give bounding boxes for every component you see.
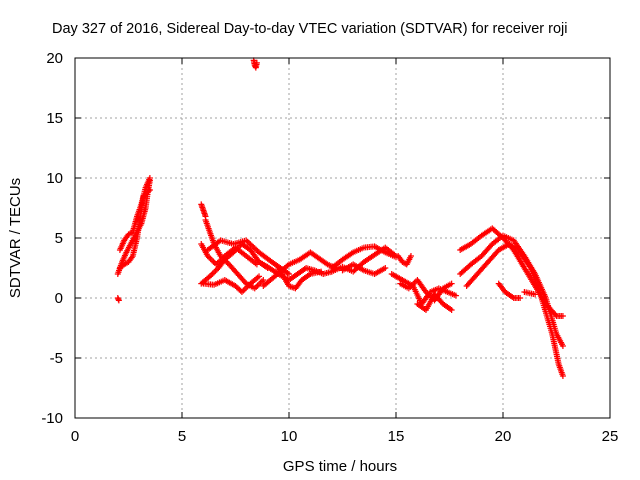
data-point [448,307,455,313]
data-point [253,59,260,66]
data-point [240,287,247,294]
y-tick-label: -5 [50,350,63,367]
data-point [532,291,539,298]
data-point [559,313,566,319]
tick-labels: 0 5 10 15 20 25 -10 -5 0 5 10 15 20 [41,50,618,445]
data-point [212,267,219,274]
x-tick-label: 20 [495,428,512,445]
y-tick-label: 5 [55,230,63,247]
data-point [210,258,217,265]
y-tick-label: 20 [46,50,63,67]
x-tick-label: 0 [71,428,79,445]
data-point [146,175,153,181]
y-tick-label: -10 [41,410,63,427]
data-points [114,57,566,379]
data-point [208,257,215,264]
y-tick-label: 0 [55,290,63,307]
data-point [559,373,566,379]
data-point [517,295,524,301]
data-point [407,253,414,259]
data-point [253,284,260,290]
grid-lines [75,58,610,418]
data-point [115,297,122,304]
y-tick-label: 10 [46,170,63,187]
data-point [256,273,263,280]
x-tick-label: 10 [281,428,298,445]
data-point [145,188,152,195]
data-point [146,187,153,193]
data-point [318,268,325,275]
x-tick-label: 5 [178,428,186,445]
data-point [559,343,566,349]
data-point [207,255,214,262]
x-tick-label: 25 [602,428,619,445]
data-point [448,280,455,287]
data-point [452,292,459,299]
axis-ticks [74,57,611,419]
y-axis-label: SDTVAR / TECUs [7,178,24,298]
chart-title: Day 327 of 2016, Sidereal Day-to-day VTE… [52,21,568,37]
data-point [286,271,292,277]
x-axis-label: GPS time / hours [283,458,397,475]
data-point [211,269,218,276]
x-tick-label: 15 [388,428,405,445]
data-point [260,277,267,283]
y-tick-label: 15 [46,110,63,127]
data-point [382,265,389,271]
data-point [209,270,216,277]
